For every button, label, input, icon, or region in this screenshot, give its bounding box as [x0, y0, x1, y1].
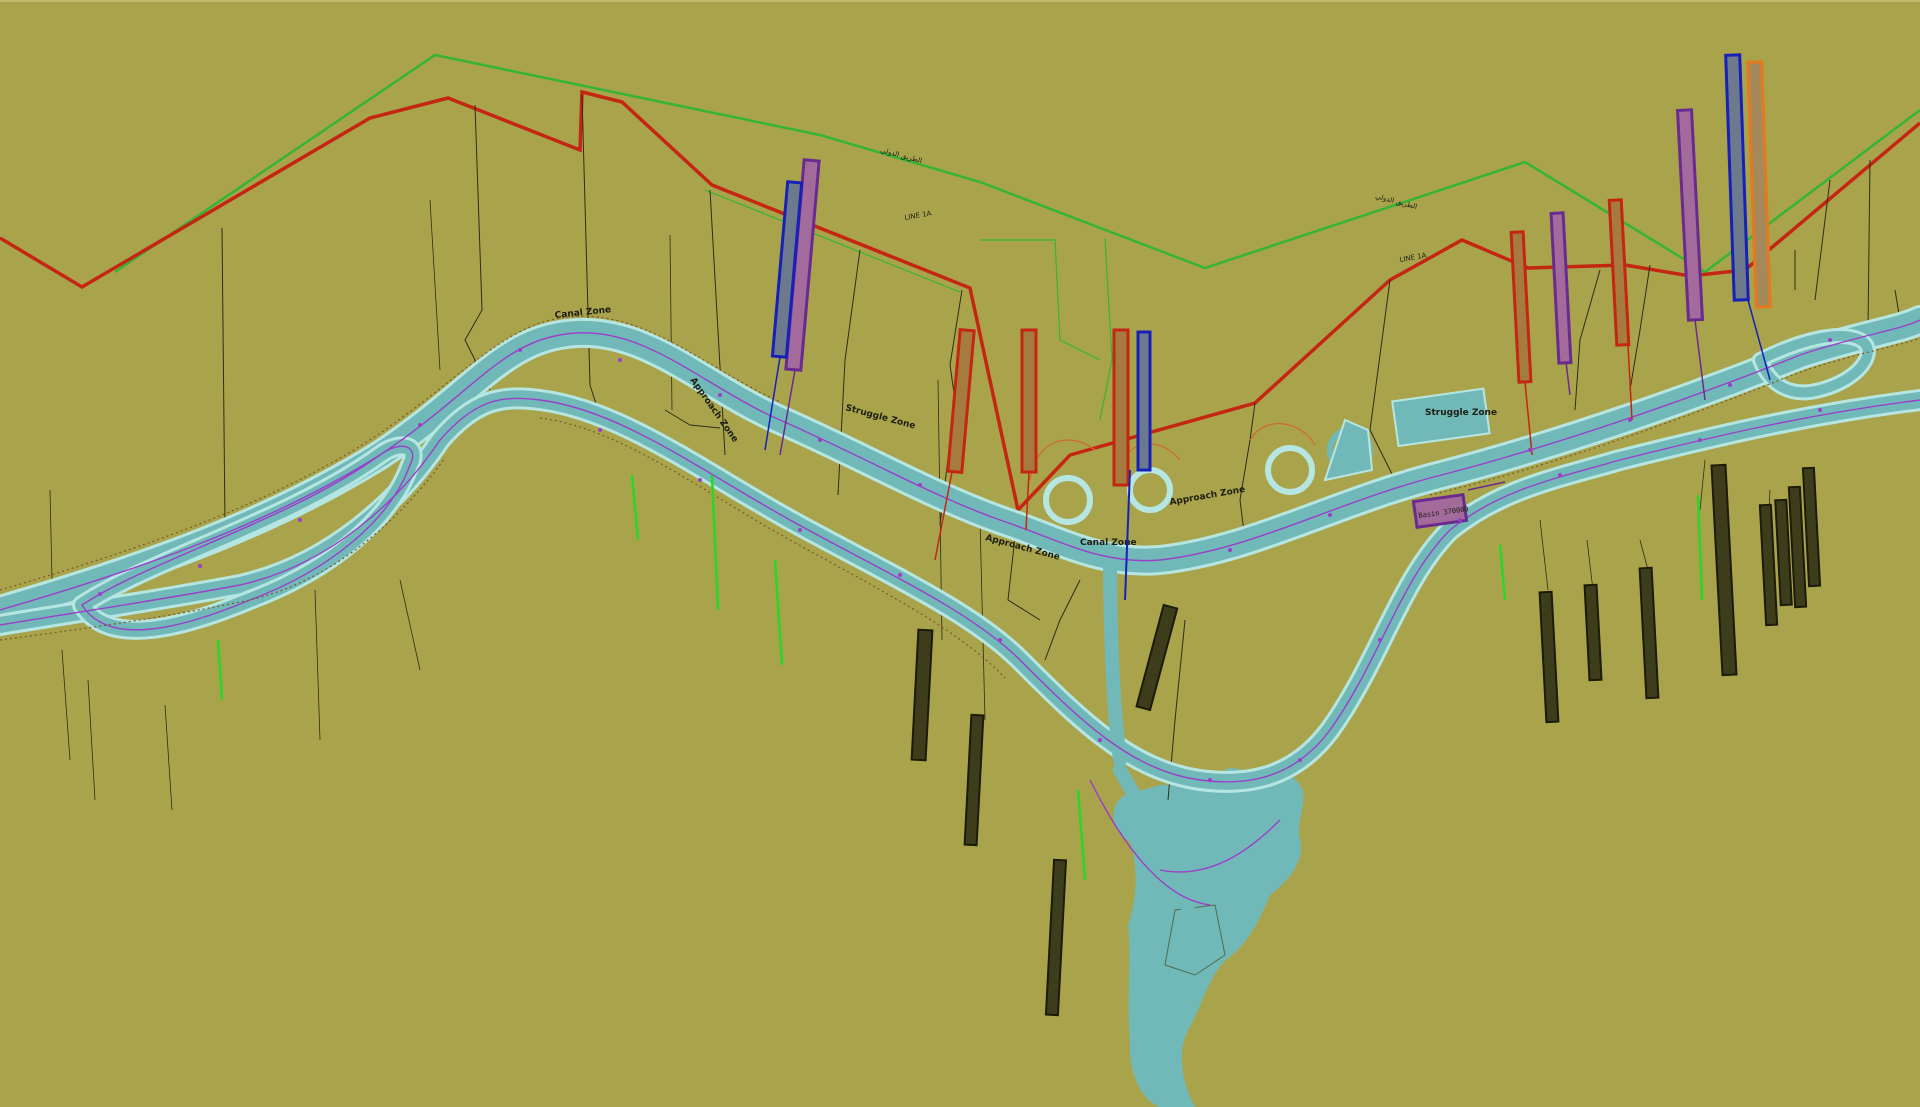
red-tag-boxes [946, 198, 1631, 487]
green-guide-line-1 [704, 189, 961, 293]
green-guide-line-2 [980, 239, 1101, 361]
boxed-label-frame [1411, 492, 1469, 530]
top-frame-line [0, 0, 1920, 2]
purple-tag-leader-3 [1694, 319, 1706, 401]
blue-tag-boxes [770, 53, 1750, 472]
east-fork-water [1755, 331, 1873, 398]
blue-tag-leader-2 [1124, 469, 1131, 601]
blue-tag-leader-3 [1747, 299, 1771, 381]
red-tag-leader-3 [1524, 381, 1533, 456]
boxed-label-leader [1467, 481, 1506, 491]
green-boundary-line [114, 53, 1920, 274]
label-struggle-zone-2: Struggle Zone [1425, 408, 1497, 418]
basin-shape [1323, 418, 1374, 482]
dark-tag-boxes [910, 463, 1822, 1017]
red-tag-leader-4 [1627, 344, 1633, 421]
orange-tag-box [1746, 60, 1772, 309]
purple-tag-leader-2 [1565, 361, 1571, 396]
struggle-zone-block [1391, 387, 1491, 448]
green-chainage-marks [216, 474, 1704, 881]
label-canal-zone-2: Canal Zone [1080, 538, 1137, 548]
blue-tag-leader-1 [764, 356, 781, 451]
lake-connector-water [1103, 543, 1207, 957]
red-tag-leader-2 [1025, 471, 1030, 531]
dotted-bank-lines [0, 315, 1920, 679]
lake-inner-shape [1164, 904, 1226, 976]
green-guide-line-3 [1099, 237, 1113, 421]
chainage-dots [98, 338, 1832, 782]
red-tag-leader-1 [934, 471, 953, 561]
purple-tag-leader-1 [779, 369, 796, 456]
channel-centerlines [0, 319, 1920, 906]
